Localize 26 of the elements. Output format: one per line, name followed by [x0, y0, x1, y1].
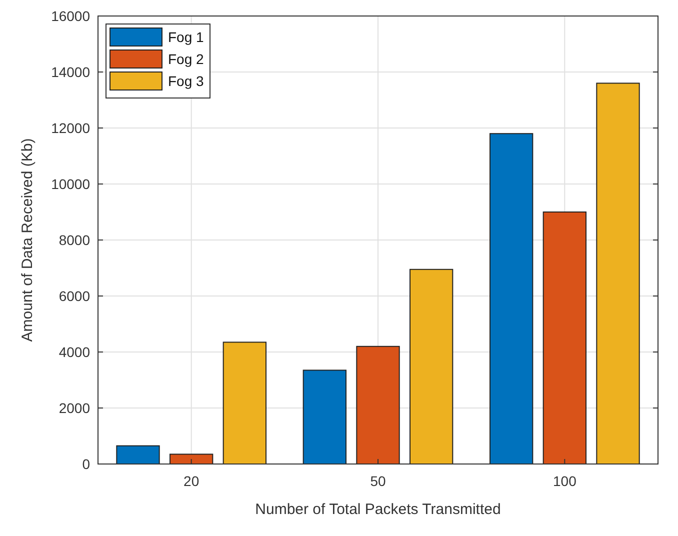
legend-label: Fog 2 [168, 51, 204, 67]
bar [116, 445, 160, 464]
bar [490, 133, 534, 464]
x-axis-title: Number of Total Packets Transmitted [255, 501, 501, 518]
bar [356, 346, 400, 464]
y-tick-label: 2000 [58, 400, 90, 416]
x-tick-label: 100 [552, 473, 577, 489]
y-tick-label: 8000 [58, 232, 90, 248]
bar [542, 212, 586, 464]
legend-label: Fog 3 [168, 73, 204, 89]
bar [170, 454, 214, 464]
x-tick-label: 20 [184, 473, 200, 489]
x-tick-label: 50 [370, 473, 386, 489]
y-tick-label: 0 [82, 456, 90, 472]
y-tick-label: 10000 [51, 176, 90, 192]
y-axis-title: Amount of Data Received (Kb) [19, 138, 36, 342]
y-tick-label: 4000 [58, 344, 90, 360]
bar [222, 342, 266, 464]
y-tick-label: 6000 [58, 288, 90, 304]
bar [410, 268, 454, 464]
y-tick-label: 16000 [51, 8, 90, 24]
bar [596, 82, 640, 464]
legend-label: Fog 1 [168, 29, 204, 45]
y-tick-label: 12000 [51, 120, 90, 136]
bar [302, 370, 346, 464]
y-tick-label: 14000 [51, 64, 90, 80]
